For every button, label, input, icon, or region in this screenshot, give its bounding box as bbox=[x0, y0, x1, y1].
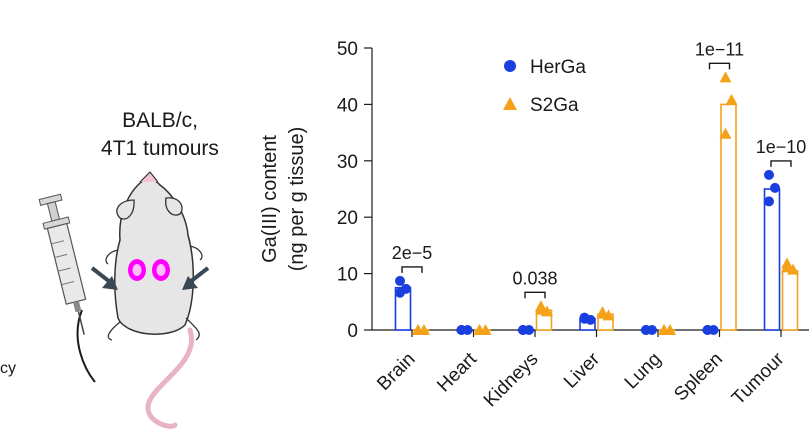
data-point-s2ga bbox=[725, 93, 738, 105]
x-tick-label: Tumour bbox=[728, 348, 789, 409]
data-point-s2ga bbox=[412, 324, 424, 335]
y-tick-label: 10 bbox=[337, 265, 358, 286]
data-point-s2ga bbox=[535, 303, 547, 315]
legend-marker-herga bbox=[504, 60, 516, 72]
p-value-label: 2e−5 bbox=[392, 243, 433, 263]
syringe-icon bbox=[38, 193, 96, 383]
significance-bracket bbox=[401, 266, 423, 273]
data-point-s2ga bbox=[658, 324, 670, 335]
strain-label: BALB/c, bbox=[122, 109, 198, 132]
significance-bracket bbox=[524, 291, 546, 299]
model-label: 4T1 tumours bbox=[101, 137, 219, 160]
x-tick-label: Spleen bbox=[670, 349, 727, 406]
data-point-herga bbox=[518, 325, 528, 335]
y-tick-label: 40 bbox=[337, 95, 358, 116]
arrow-icon bbox=[90, 266, 118, 290]
significance-bracket bbox=[770, 160, 792, 167]
y-tick-label: 20 bbox=[337, 208, 358, 229]
y-tick-label: 30 bbox=[337, 152, 358, 173]
bar-herga bbox=[763, 188, 781, 331]
data-point-s2ga bbox=[596, 307, 609, 319]
y-axis-title: Ga(III) content bbox=[259, 135, 281, 263]
x-tick-label: Heart bbox=[433, 348, 481, 396]
p-value-label: 0.038 bbox=[512, 268, 557, 288]
data-point-herga bbox=[770, 182, 780, 193]
legend-label: HerGa bbox=[530, 57, 586, 78]
data-point-herga bbox=[395, 275, 405, 286]
mouse-icon bbox=[105, 171, 203, 429]
y-tick-label: 0 bbox=[347, 321, 358, 342]
x-tick-label: Kidneys bbox=[480, 349, 543, 412]
legend-marker-s2ga bbox=[503, 97, 517, 110]
data-point-s2ga bbox=[719, 71, 732, 83]
significance-bracket bbox=[708, 62, 731, 70]
data-point-herga bbox=[579, 312, 590, 323]
data-point-s2ga bbox=[781, 261, 793, 273]
x-tick-label: Brain bbox=[373, 349, 419, 395]
data-point-herga bbox=[641, 325, 651, 335]
y-tick-label: 50 bbox=[337, 39, 358, 60]
data-point-s2ga bbox=[719, 127, 732, 139]
y-axis-subtitle: (ng per g tissue) bbox=[286, 127, 308, 272]
data-point-herga bbox=[764, 196, 774, 207]
legend-label: S2Ga bbox=[530, 95, 579, 116]
data-point-herga bbox=[702, 325, 713, 335]
x-tick-label: Liver bbox=[560, 348, 604, 392]
cut-off-label: cy bbox=[0, 360, 16, 377]
bar-s2ga bbox=[781, 269, 799, 331]
arrow-icon bbox=[182, 266, 210, 290]
mouse-illustration bbox=[38, 171, 210, 429]
p-value-label: 1e−10 bbox=[756, 137, 807, 157]
data-point-herga bbox=[456, 325, 467, 335]
data-point-herga bbox=[395, 287, 405, 298]
data-point-herga bbox=[764, 169, 774, 180]
p-value-label: 1e−11 bbox=[695, 39, 744, 59]
data-point-s2ga bbox=[473, 324, 486, 335]
x-tick-label: Lung bbox=[621, 349, 666, 394]
